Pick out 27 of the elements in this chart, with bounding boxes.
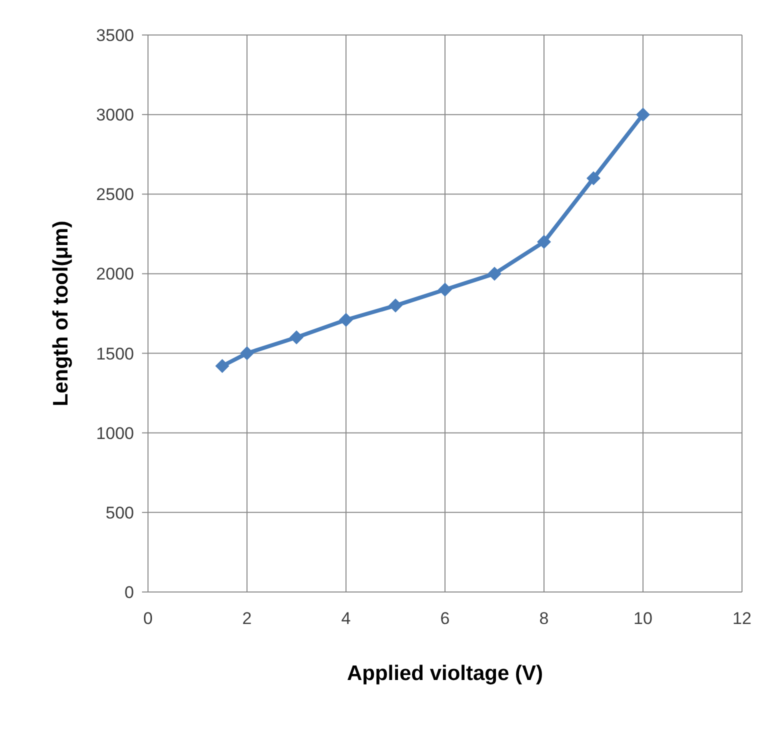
y-tick-label: 3500: [96, 26, 134, 46]
x-tick-label: 6: [440, 609, 450, 628]
y-tick-label: 2500: [96, 185, 134, 204]
point: [488, 266, 502, 281]
x-tick-label: 8: [539, 609, 549, 628]
point: [586, 171, 600, 186]
point: [388, 298, 402, 313]
point: [537, 234, 551, 249]
y-tick-label: 2000: [96, 264, 134, 284]
x-tick-label: 4: [341, 609, 351, 628]
y-axis-title: Length of tool(μm): [49, 220, 72, 406]
x-axis-title: Applied violtage (V): [346, 662, 544, 685]
point: [636, 108, 650, 122]
x-tick-label: 2: [242, 609, 252, 628]
point: [215, 359, 230, 374]
point: [290, 330, 304, 344]
y-tick-label: 3000: [96, 106, 134, 125]
y-tick-label: 1500: [96, 344, 134, 364]
x-tick-label: 0: [143, 609, 153, 628]
point: [438, 282, 452, 297]
y-tick-label: 0: [124, 583, 134, 602]
y-tick-label: 500: [106, 503, 134, 522]
x-tick-label: 12: [732, 609, 752, 628]
point: [240, 346, 254, 360]
x-tick-label: 10: [634, 609, 652, 628]
point: [339, 312, 353, 327]
y-tick-label: 1000: [96, 424, 134, 443]
